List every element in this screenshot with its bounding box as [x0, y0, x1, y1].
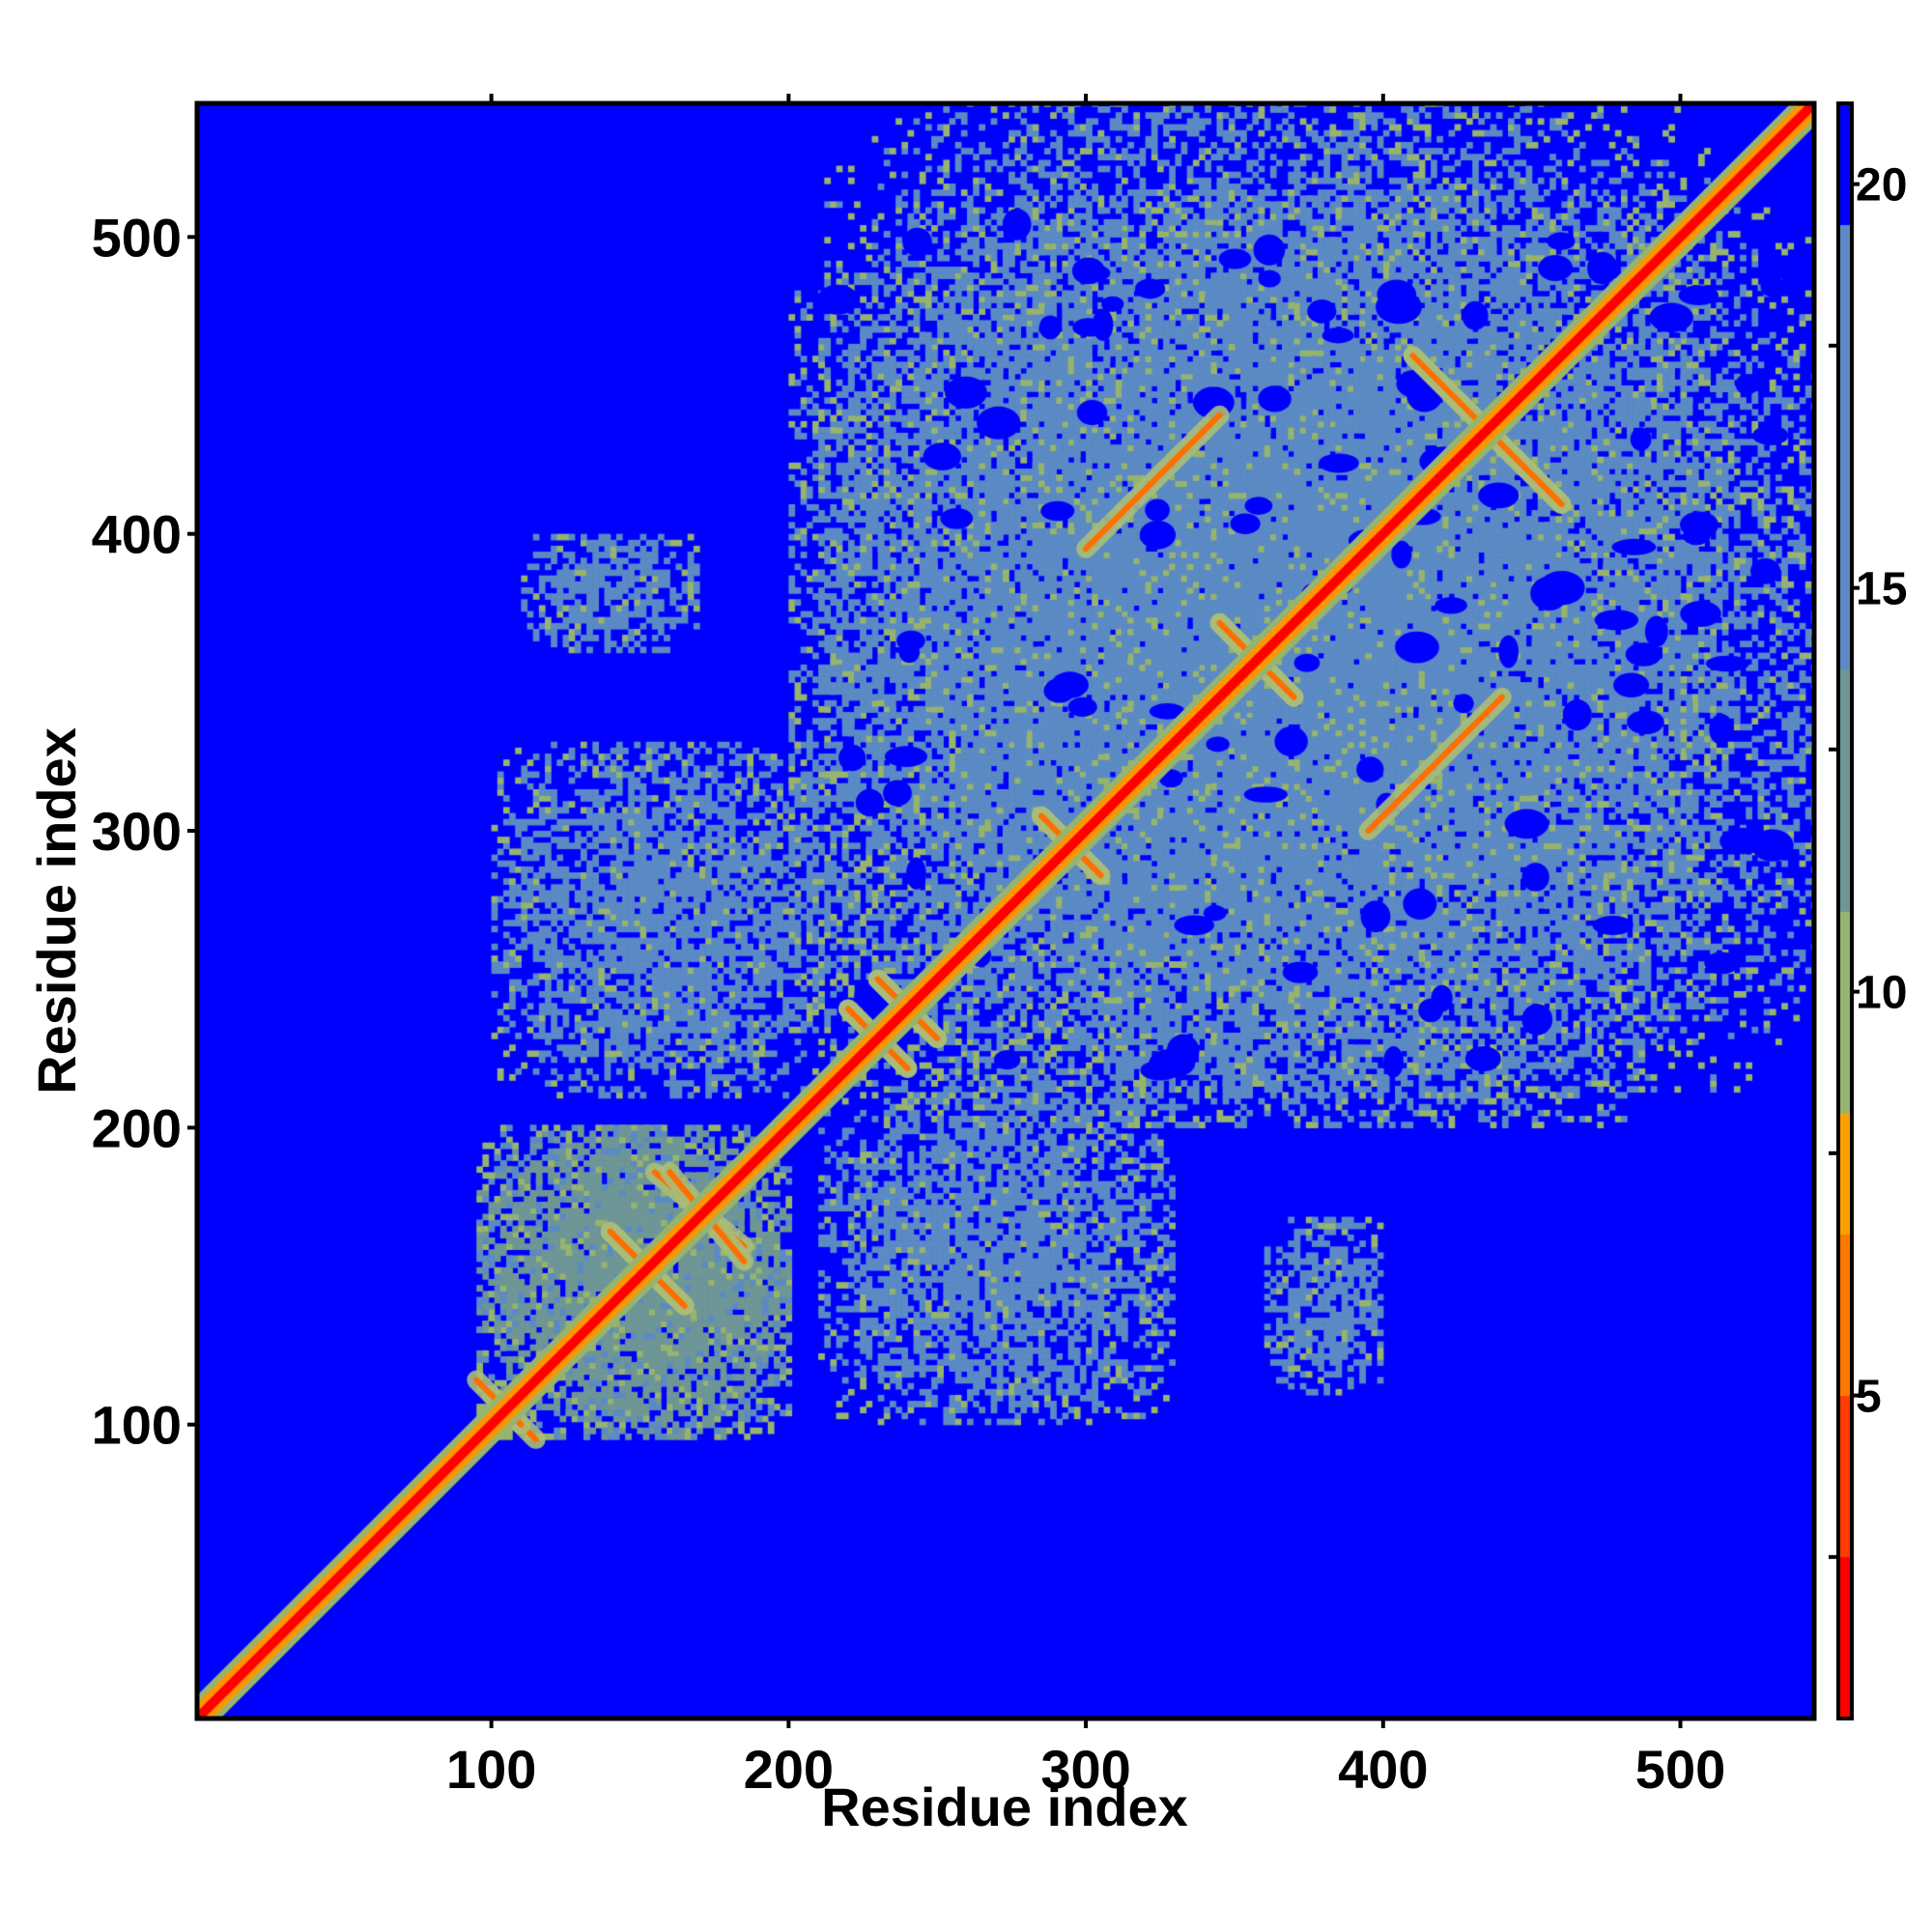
plot-frame [194, 100, 1817, 1721]
heatmap-area [197, 103, 1814, 1719]
y-tick-label: 400 [92, 504, 182, 565]
y-tick-label: 300 [92, 801, 182, 862]
x-tick-label: 500 [1635, 1739, 1725, 1800]
colorbar-frame [1836, 101, 1854, 1720]
x-tick-label: 300 [1040, 1739, 1130, 1800]
x-axis-ticks: 100 200 300 400 500 [446, 94, 1725, 1800]
x-tick-label: 400 [1338, 1739, 1428, 1800]
colorbar-tick-label: 5 [1856, 1372, 1882, 1423]
colorbar-ticks: 5 10 15 20 [1829, 160, 1907, 1559]
colorbar-tick-label: 20 [1856, 160, 1907, 212]
colorbar [1838, 103, 1852, 1719]
colorbar-tick-label: 10 [1856, 968, 1907, 1019]
y-axis-ticks: 100 200 300 400 500 [92, 207, 197, 1456]
y-tick-label: 200 [92, 1097, 182, 1158]
x-tick-label: 100 [446, 1739, 536, 1800]
colorbar-tick-label: 15 [1856, 564, 1907, 615]
y-axis-label: Residue index [26, 727, 87, 1094]
y-tick-label: 500 [92, 207, 182, 268]
x-axis-label: Residue index [821, 1776, 1188, 1837]
x-tick-label: 200 [744, 1739, 834, 1800]
y-tick-label: 100 [92, 1395, 182, 1456]
